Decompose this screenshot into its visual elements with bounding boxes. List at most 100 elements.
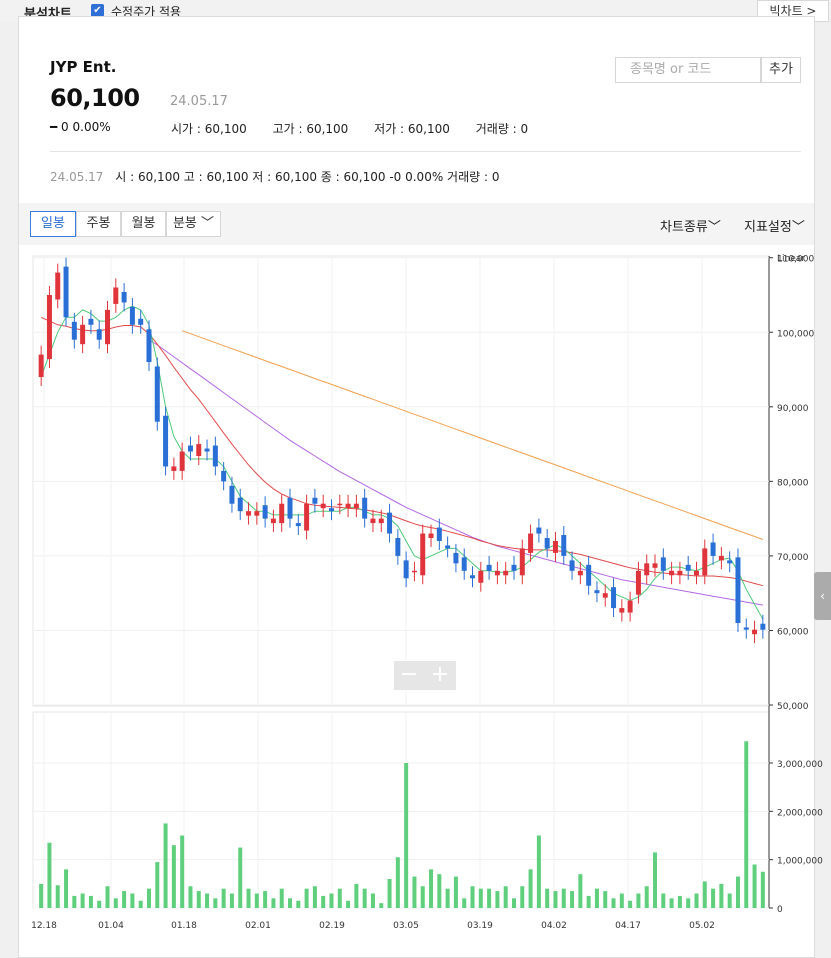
tab-minute[interactable]: 분봉 ﹀ bbox=[166, 211, 221, 237]
candle-body bbox=[304, 503, 310, 531]
tab-monthly[interactable]: 월봉 bbox=[121, 211, 166, 237]
adjusted-price-checkbox[interactable]: ✔ bbox=[91, 4, 104, 17]
candle-body bbox=[519, 548, 525, 576]
volume-bars bbox=[39, 741, 765, 908]
volume-bar bbox=[130, 893, 135, 908]
candle-body bbox=[146, 329, 152, 363]
candle-body bbox=[187, 445, 193, 452]
volume: 거래량 : 0 bbox=[475, 122, 529, 136]
volume-bar bbox=[263, 891, 268, 908]
candle-body bbox=[46, 294, 52, 360]
candle-body bbox=[602, 593, 608, 598]
candle-body bbox=[718, 555, 724, 561]
candle-body bbox=[669, 570, 675, 576]
x-tick-label: 05.02 bbox=[689, 921, 715, 931]
candle-body bbox=[561, 535, 567, 556]
candle-body bbox=[760, 623, 766, 630]
candle-body bbox=[752, 629, 758, 635]
detail-date: 24.05.17 bbox=[50, 170, 104, 184]
volume-bar bbox=[453, 876, 458, 908]
candle-body bbox=[163, 415, 169, 467]
tab-daily[interactable]: 일봉 bbox=[30, 211, 76, 237]
candle-body bbox=[337, 503, 343, 506]
volume-bar bbox=[138, 900, 143, 908]
volume-bar bbox=[213, 898, 218, 908]
volume-bar bbox=[719, 883, 724, 908]
volume-bar bbox=[511, 898, 516, 908]
candle-body bbox=[536, 527, 542, 534]
volume-bar bbox=[387, 879, 392, 908]
volume-bar bbox=[760, 871, 765, 908]
candle-body bbox=[627, 600, 633, 613]
candle-body bbox=[486, 564, 492, 571]
candle-body bbox=[138, 318, 144, 325]
volume-bar bbox=[686, 898, 691, 908]
candle-body bbox=[212, 445, 218, 467]
volume-bar bbox=[619, 893, 624, 908]
candle-body bbox=[685, 564, 691, 571]
add-stock-button[interactable]: 추가 bbox=[761, 57, 801, 83]
x-tick-label: 01.04 bbox=[98, 921, 124, 931]
volume-bar bbox=[312, 886, 317, 908]
candle-body bbox=[619, 608, 625, 613]
volume-tick-label: 3,000,000 bbox=[777, 760, 823, 770]
candle-body bbox=[105, 309, 111, 345]
candle-body bbox=[328, 508, 334, 512]
zoom-in-button[interactable]: + bbox=[430, 662, 450, 687]
adjusted-price-label[interactable]: 수정주가 적용 bbox=[111, 5, 182, 19]
ma120-line bbox=[182, 330, 764, 540]
volume-bar bbox=[88, 895, 93, 908]
volume-bar bbox=[744, 741, 749, 908]
stock-search-input[interactable]: 종목명 or 코드 bbox=[615, 57, 761, 83]
candle-body bbox=[221, 470, 227, 482]
volume-bar bbox=[64, 869, 69, 908]
candle-body bbox=[88, 318, 94, 325]
price-stats: 시가 : 60,100 고가 : 60,100 저가 : 60,100 거래량 … bbox=[171, 120, 550, 137]
scale-label: Linear bbox=[777, 254, 805, 264]
volume-bar bbox=[702, 881, 707, 908]
volume-bar bbox=[163, 823, 168, 908]
volume-bar bbox=[487, 888, 492, 908]
chart-panel bbox=[18, 16, 815, 958]
x-tick-label: 03.05 bbox=[393, 921, 419, 931]
volume-bar bbox=[97, 900, 102, 908]
volume-bar bbox=[196, 891, 201, 908]
price-tick-label: 70,000 bbox=[777, 553, 809, 563]
price-tick-label: 90,000 bbox=[777, 404, 809, 414]
volume-bar bbox=[545, 888, 550, 908]
tab-weekly[interactable]: 주봉 bbox=[76, 211, 121, 237]
x-tick-label: 12.18 bbox=[31, 921, 57, 931]
ma5-line bbox=[40, 305, 764, 620]
candle-body bbox=[478, 570, 484, 583]
candle-body bbox=[196, 444, 202, 457]
candle-body bbox=[420, 533, 426, 576]
panel-collapse-handle[interactable]: ‹ bbox=[814, 572, 831, 620]
zoom-out-button[interactable]: − bbox=[399, 662, 419, 687]
candle-body bbox=[279, 503, 285, 524]
volume-bar bbox=[628, 900, 633, 908]
volume-bar bbox=[586, 895, 591, 908]
volume-bar bbox=[146, 888, 151, 908]
candle-body bbox=[403, 560, 409, 579]
indicator-settings-select[interactable]: 지표설정﹀ bbox=[744, 220, 805, 235]
detail-line: 24.05.17 시 : 60,100 고 : 60,100 저 : 60,10… bbox=[50, 168, 499, 185]
candle-body bbox=[693, 570, 699, 576]
candle-body bbox=[179, 451, 185, 471]
candle-body bbox=[395, 538, 401, 556]
candle-body bbox=[204, 448, 210, 452]
volume-bar bbox=[279, 888, 284, 908]
detail-values: 시 : 60,100 고 : 60,100 저 : 60,100 종 : 60,… bbox=[115, 170, 500, 184]
volume-bar bbox=[653, 852, 658, 908]
volume-bar bbox=[711, 888, 716, 908]
volume-bar bbox=[47, 842, 52, 908]
volume-bar bbox=[462, 898, 467, 908]
candle-body bbox=[254, 511, 260, 516]
volume-bar bbox=[495, 891, 500, 908]
volume-bar bbox=[171, 845, 176, 908]
candle-body bbox=[113, 287, 119, 304]
chart-type-select[interactable]: 차트종류﹀ bbox=[660, 220, 721, 235]
candle-body bbox=[428, 533, 434, 539]
x-tick-label: 04.17 bbox=[615, 921, 641, 931]
chart-axes: 110,000 100,000 90,000 80,000 70,000 60,000 50… bbox=[31, 254, 823, 931]
